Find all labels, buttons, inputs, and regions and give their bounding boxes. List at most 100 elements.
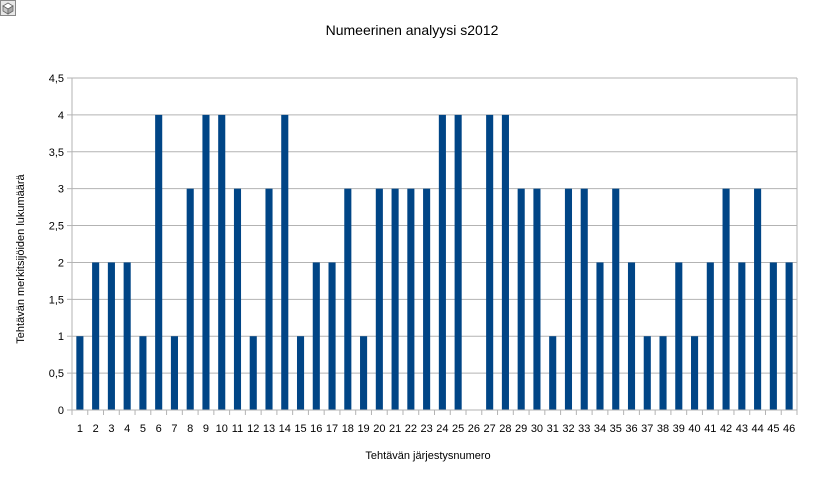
x-tick-label: 4 — [124, 423, 130, 435]
x-tick-label: 34 — [594, 423, 606, 435]
x-tick-label: 24 — [436, 423, 448, 435]
bar — [486, 114, 494, 410]
bar — [738, 262, 746, 410]
bar — [155, 114, 163, 410]
y-tick-label: 2 — [58, 257, 64, 269]
bar — [423, 188, 431, 410]
bar — [76, 336, 84, 410]
bar — [312, 262, 320, 410]
x-tick-label: 2 — [93, 423, 99, 435]
x-tick-label: 10 — [216, 423, 228, 435]
x-tick-label: 19 — [357, 423, 369, 435]
x-tick-label: 5 — [140, 423, 146, 435]
y-tick-label: 0,5 — [49, 368, 64, 380]
bar — [691, 336, 699, 410]
bar — [296, 336, 305, 410]
x-tick-label: 22 — [405, 423, 417, 435]
bar — [785, 262, 793, 410]
y-tick-label: 1 — [58, 331, 64, 343]
x-tick-label: 43 — [736, 423, 748, 435]
x-tick-label: 35 — [610, 423, 622, 435]
bar — [92, 262, 100, 410]
bar — [517, 188, 525, 410]
bar — [596, 262, 604, 410]
x-tick-label: 14 — [279, 423, 291, 435]
x-tick-label: 27 — [484, 423, 496, 435]
bar — [391, 188, 399, 410]
x-tick-label: 30 — [531, 423, 543, 435]
x-tick-label: 11 — [232, 423, 243, 435]
bar — [706, 262, 714, 410]
y-tick-label: 2,5 — [49, 221, 64, 233]
x-tick-labels: 1 2 3 4 5 6 7 8 9 10 11 12 13 14 15 16 17 18 19 20 21 22 23 24 2… — [77, 423, 795, 435]
bar — [375, 188, 383, 410]
y-tick-label: 1,5 — [49, 294, 64, 306]
x-tick-label: 39 — [673, 423, 685, 435]
bar — [454, 114, 462, 410]
bar — [501, 114, 509, 410]
x-tick-label: 37 — [641, 423, 653, 435]
bar — [107, 262, 115, 410]
y-tick-labels: 0 0,5 1 1,5 2 2,5 3 3,5 4 4,5 — [49, 73, 64, 417]
x-tick-label: 8 — [187, 423, 193, 435]
bar — [139, 336, 147, 410]
x-tick-label: 9 — [203, 423, 209, 435]
bar — [233, 188, 242, 410]
x-tick-label: 12 — [247, 423, 259, 435]
x-tick-label: 23 — [420, 423, 432, 435]
y-tick-label: 3 — [58, 184, 64, 196]
x-tick-label: 26 — [468, 423, 480, 435]
axes — [67, 77, 798, 415]
bar — [328, 262, 336, 410]
bar — [549, 336, 557, 410]
x-tick-label: 36 — [625, 423, 637, 435]
bar — [769, 262, 777, 410]
gridlines — [72, 77, 797, 411]
bar — [438, 114, 446, 410]
bar — [564, 188, 573, 410]
x-tick-label: 13 — [263, 423, 275, 435]
bar — [123, 262, 131, 410]
y-tick-label: 0 — [58, 405, 64, 417]
bar — [360, 336, 368, 410]
y-tick-label: 3,5 — [49, 147, 64, 159]
x-tick-label: 7 — [171, 423, 177, 435]
bar — [249, 336, 257, 410]
bar — [344, 188, 352, 410]
x-tick-label: 44 — [751, 423, 763, 435]
x-tick-label: 38 — [657, 423, 669, 435]
x-tick-label: 21 — [389, 423, 401, 435]
x-tick-label: 17 — [326, 423, 338, 435]
window-icon — [0, 0, 16, 16]
bar — [265, 188, 273, 410]
x-tick-label: 41 — [704, 423, 716, 435]
bar — [407, 188, 415, 410]
bar — [170, 336, 178, 410]
bar — [580, 188, 588, 410]
bars — [76, 114, 793, 410]
x-tick-label: 28 — [499, 423, 511, 435]
x-tick-label: 1 — [77, 423, 83, 435]
bar — [186, 188, 194, 410]
x-tick-label: 40 — [688, 423, 700, 435]
x-tick-label: 20 — [373, 423, 385, 435]
bar — [659, 336, 667, 410]
bar — [675, 262, 683, 410]
y-tick-label: 4 — [58, 110, 64, 122]
x-tick-label: 18 — [342, 423, 354, 435]
x-tick-label: 3 — [108, 423, 114, 435]
bar — [218, 114, 226, 410]
bar — [627, 262, 636, 410]
bar — [643, 336, 651, 410]
bar — [754, 188, 762, 410]
x-tick-label: 25 — [452, 423, 464, 435]
y-tick-label: 4,5 — [49, 73, 64, 85]
x-tick-label: 32 — [562, 423, 574, 435]
y-axis-title: Tehtävän merkitsijöiden lukumäärä — [15, 173, 27, 343]
x-tick-label: 31 — [547, 423, 559, 435]
chart-title: Numeerinen analyysi s2012 — [326, 22, 499, 38]
x-tick-label: 33 — [578, 423, 590, 435]
bar — [722, 188, 730, 410]
